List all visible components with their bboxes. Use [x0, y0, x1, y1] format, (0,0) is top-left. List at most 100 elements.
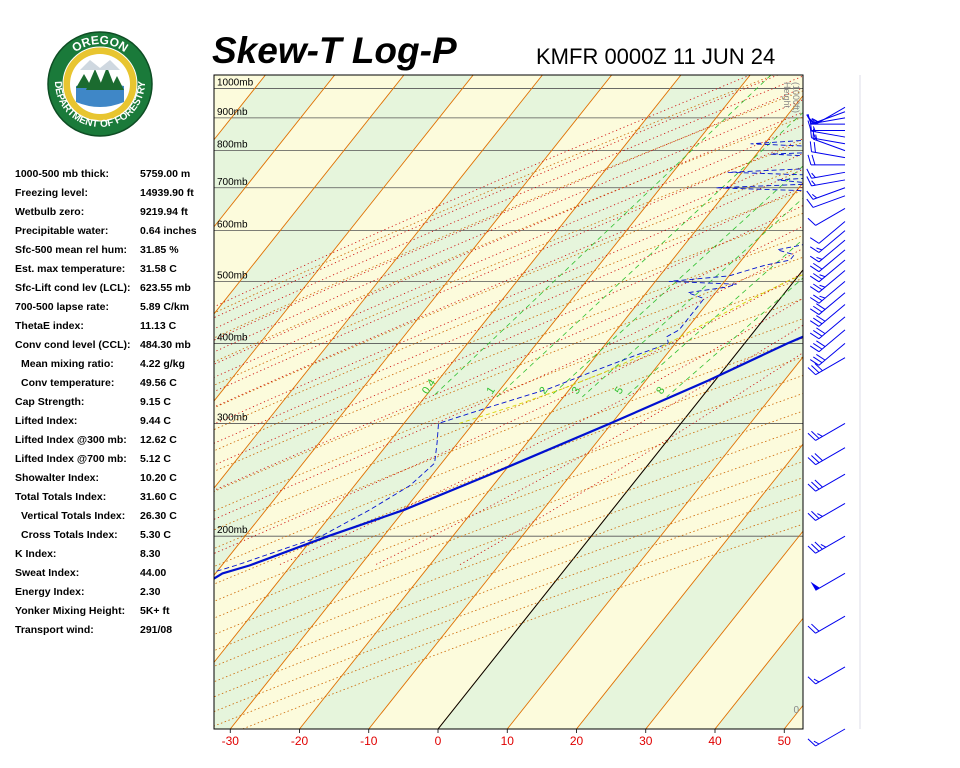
- index-value: 0.64 inches: [140, 225, 197, 237]
- wind-barb: [809, 329, 846, 353]
- index-row: K Index: 8.30: [15, 548, 215, 567]
- wind-barb-feather: [811, 543, 820, 552]
- wind-barb-feather: [814, 453, 823, 462]
- wind-barb-feather: [813, 330, 823, 337]
- wind-barb-feather: [807, 483, 816, 492]
- index-row: Cross Totals Index: 5.30 C: [15, 529, 215, 548]
- wind-barb: [809, 239, 846, 263]
- wind-barb: [809, 259, 846, 283]
- dry-adiabat-line: [214, 337, 803, 567]
- wind-barb: [807, 207, 846, 226]
- svg-text:OREGON: OREGON: [69, 33, 130, 55]
- wind-barb-feather: [812, 128, 815, 140]
- index-value: 4.22 g/kg: [140, 358, 185, 370]
- mixing-ratio-label: 8: [654, 385, 667, 397]
- index-value: 26.30 C: [140, 510, 177, 522]
- wind-barb-feather: [806, 168, 812, 179]
- index-value: 5K+ ft: [140, 605, 170, 617]
- station-time-label: KMFR 0000Z 11 JUN 24: [536, 44, 776, 69]
- temperature-band: [784, 705, 803, 729]
- index-label: Total Totals Index:: [15, 491, 107, 503]
- wind-barb: [809, 280, 846, 304]
- plot-border: [213, 74, 804, 730]
- wind-barb-feather: [807, 738, 816, 747]
- index-label: 700-500 lapse rate:: [15, 301, 109, 313]
- index-value: 9219.94 ft: [140, 206, 188, 218]
- wind-barb-feather: [809, 308, 820, 315]
- x-tick-label: 10: [501, 734, 515, 748]
- wind-barb-feather: [807, 432, 816, 441]
- dry-adiabat-line: [214, 75, 774, 314]
- dewpoint-trace: [214, 139, 803, 573]
- wind-barb-staff: [811, 171, 846, 179]
- wind-barb-feather: [816, 303, 826, 310]
- x-tick-label: -30: [222, 734, 240, 748]
- index-row: Vertical Totals Index: 26.30 C: [15, 510, 215, 529]
- index-value: 9.15 C: [140, 396, 171, 408]
- wind-barb-staff: [815, 535, 846, 554]
- wind-barb-feather: [809, 332, 820, 340]
- index-label: 1000-500 mb thick:: [15, 168, 109, 180]
- wind-barb: [809, 292, 846, 315]
- index-label: Freezing level:: [15, 187, 88, 199]
- index-row: Lifted Index @300 mb: 12.62 C: [15, 434, 215, 453]
- index-row: Cap Strength: 9.15 C: [15, 396, 215, 415]
- wind-barb-staff: [812, 187, 846, 200]
- wind-barb-feather: [819, 284, 826, 288]
- index-label: Showalter Index:: [15, 472, 100, 484]
- index-label: Wetbulb zero:: [15, 206, 85, 218]
- wind-barb-feather: [807, 512, 816, 521]
- index-row: Yonker Mixing Height: 5K+ ft: [15, 605, 215, 624]
- temperature-band: [230, 75, 803, 729]
- wind-barb-staff: [818, 343, 846, 366]
- wind-barb: [810, 572, 846, 591]
- wind-barb: [809, 230, 846, 253]
- isotherm-line: [0, 75, 196, 729]
- wind-barb-feather: [807, 545, 816, 554]
- wind-barb-feather: [813, 342, 823, 350]
- wind-barb: [807, 106, 846, 125]
- isotherm-line: [714, 617, 803, 729]
- index-value: 31.85 %: [140, 244, 179, 256]
- isotherm-line: [506, 356, 803, 729]
- height-tick-label: 0: [793, 705, 799, 716]
- wind-barb-feather: [809, 127, 813, 138]
- wind-barb: [809, 221, 846, 244]
- pressure-tick-label: 1000mb: [217, 78, 254, 89]
- wind-barb-feather: [817, 513, 823, 517]
- wind-barb-feather: [813, 294, 823, 302]
- wind-barb-staff: [815, 106, 846, 125]
- wind-barb-feather: [813, 305, 823, 313]
- wind-barb-feather: [806, 176, 812, 187]
- wind-barb-feather: [813, 678, 820, 683]
- index-value: 9.44 C: [140, 415, 171, 427]
- isotherm-line: [645, 530, 803, 729]
- wind-barb-feather: [813, 283, 823, 291]
- x-tick-label: 50: [778, 734, 792, 748]
- pressure-tick-label: 700mb: [217, 177, 248, 188]
- temperature-trace: [214, 335, 803, 580]
- moist-adiabat-line: [214, 186, 803, 444]
- isotherm-line: [576, 443, 803, 729]
- index-value: 49.56 C: [140, 377, 177, 389]
- wind-barb-staff: [815, 423, 846, 441]
- wind-barb-feather: [806, 190, 814, 200]
- index-row: Conv temperature: 49.56 C: [15, 377, 215, 396]
- mixing-ratio-line: [666, 277, 803, 398]
- wind-barb: [809, 141, 846, 159]
- wind-barb: [807, 535, 846, 554]
- isotherm-line: [214, 75, 543, 489]
- wind-barb-feather: [813, 356, 823, 364]
- wind-barb-feather: [811, 118, 816, 124]
- index-label: Energy Index:: [15, 586, 85, 598]
- index-row: Precipitable water: 0.64 inches: [15, 225, 215, 244]
- index-label: Conv temperature:: [21, 377, 115, 389]
- wind-barb-feather: [813, 262, 823, 270]
- isotherm-line: [0, 75, 58, 729]
- wind-barb-feather: [809, 286, 820, 293]
- wind-barb-staff: [815, 207, 846, 226]
- isotherm-line: [299, 94, 803, 729]
- index-value: 5.89 C/km: [140, 301, 190, 313]
- wind-barb-feather: [816, 340, 826, 347]
- chart-title: Skew-T Log-P: [212, 30, 457, 71]
